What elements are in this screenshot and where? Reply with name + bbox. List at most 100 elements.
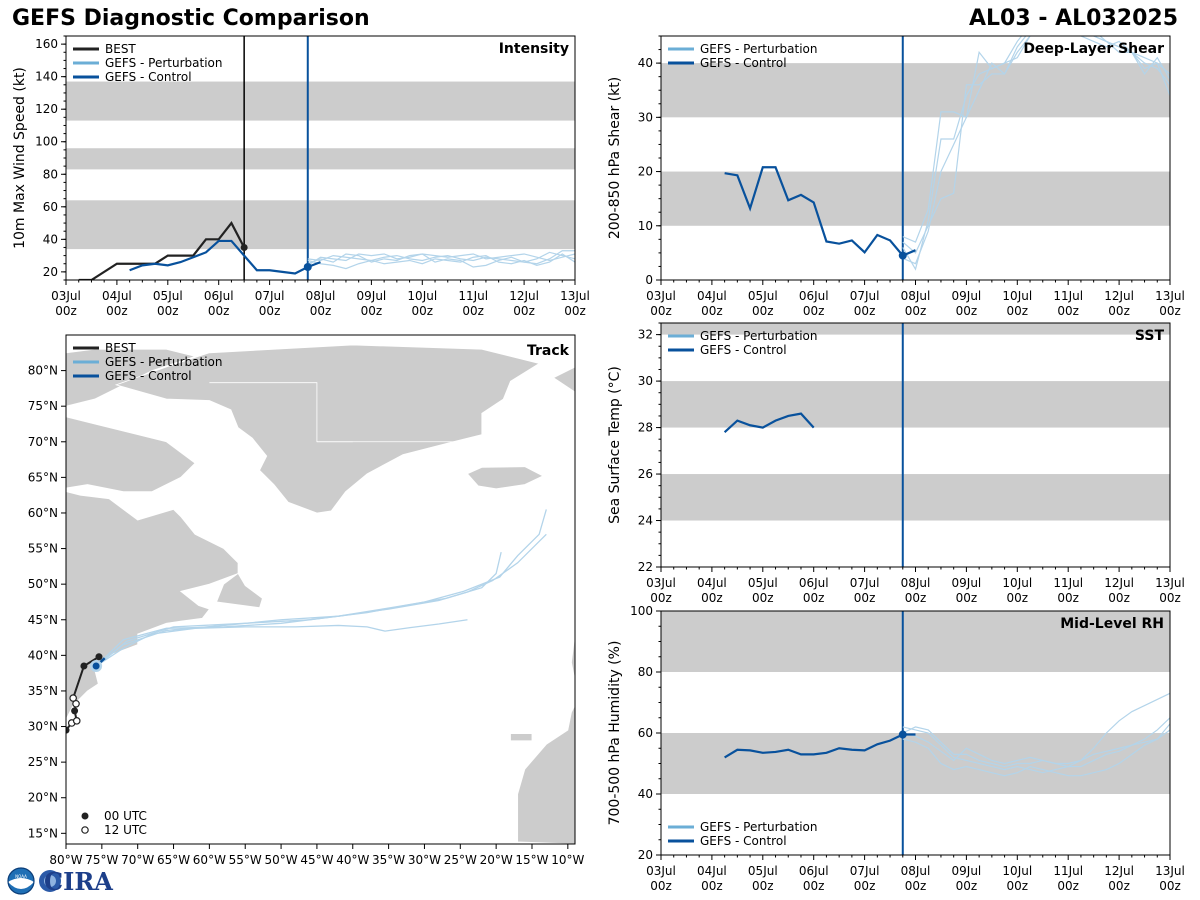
panel-title: SST <box>1135 328 1165 344</box>
y-tick-label: 15°N <box>28 826 58 840</box>
x-tick-label-day: 10Jul <box>1002 289 1032 303</box>
panel-rh: 2040608010003Jul00z04Jul00z05Jul00z06Jul… <box>607 604 1185 893</box>
x-tick-label-day: 05Jul <box>748 864 778 878</box>
x-tick-label-hour: 00z <box>310 304 332 318</box>
x-tick-label-day: 06Jul <box>799 289 829 303</box>
x-tick-label-hour: 00z <box>513 304 535 318</box>
panel-sst: 22242628303203Jul00z04Jul00z05Jul00z06Ju… <box>607 322 1185 605</box>
x-tick-label-hour: 00z <box>956 591 978 605</box>
threshold-band <box>661 171 1170 226</box>
perturbation-series-4 <box>307 253 575 266</box>
perturbation-series-4 <box>902 36 1170 254</box>
x-tick-label-day: 03Jul <box>51 289 81 303</box>
x-tick-label-hour: 00z <box>208 304 230 318</box>
panel-title: Track <box>527 343 570 359</box>
y-tick-label: 80 <box>638 665 653 679</box>
y-tick-label: 60°N <box>28 506 58 520</box>
x-tick-label-hour: 00z <box>1159 304 1181 318</box>
x-tick-label: 40°W <box>336 853 369 867</box>
x-tick-label-hour: 00z <box>803 304 825 318</box>
best-track-00z-point <box>66 726 70 734</box>
plot-area-intensity <box>66 36 575 280</box>
y-tick-label: 30 <box>638 110 653 124</box>
x-tick-label-hour: 00z <box>1108 879 1130 893</box>
y-tick-label: 80 <box>43 167 58 181</box>
x-tick-label-hour: 00z <box>701 304 723 318</box>
x-tick-label-hour: 00z <box>956 879 978 893</box>
x-tick-label-hour: 00z <box>650 879 672 893</box>
y-tick-label: 30°N <box>28 720 58 734</box>
legend-label: GEFS - Control <box>700 56 787 70</box>
y-tick-label: 28 <box>638 421 653 435</box>
x-tick-label: 30°W <box>408 853 441 867</box>
x-tick-label-day: 13Jul <box>1155 864 1185 878</box>
x-tick-label-day: 13Jul <box>1155 289 1185 303</box>
y-tick-label: 60 <box>638 726 653 740</box>
y-tick-label: 40 <box>638 787 653 801</box>
best-track-00z-point <box>71 707 79 715</box>
land-greenland <box>114 344 541 514</box>
logo-group: NOAA CIRA <box>7 867 113 896</box>
panel-track: 80°W 75°W 70°W 65°W 60°W 55°W 50°W 45°W 40°W 35°W… <box>28 334 585 867</box>
y-tick-label: 32 <box>638 328 653 342</box>
plot-area-shear <box>661 36 1170 280</box>
x-tick-label-hour: 00z <box>854 304 876 318</box>
y-tick-label: 26 <box>638 467 653 481</box>
storm-id-label: AL03 - AL032025 <box>969 6 1178 31</box>
y-tick-label: 22 <box>638 560 653 574</box>
plot-area-rh <box>661 611 1170 855</box>
control-series <box>724 733 916 759</box>
x-tick-label-hour: 00z <box>854 879 876 893</box>
x-tick-label-hour: 00z <box>752 304 774 318</box>
y-tick-label: 40 <box>43 232 58 246</box>
x-tick-label-hour: 00z <box>905 304 927 318</box>
x-tick-label-day: 04Jul <box>102 289 132 303</box>
best-series <box>78 221 246 280</box>
x-tick-label-hour: 00z <box>1108 304 1130 318</box>
y-tick-label: 100 <box>35 135 58 149</box>
axes-frame <box>660 322 1171 568</box>
best-track-12z-point <box>72 717 81 725</box>
x-tick-label-day: 08Jul <box>306 289 336 303</box>
threshold-band <box>66 148 575 170</box>
noaa-logo-text: NOAA <box>15 874 27 879</box>
marker-legend-label: 00 UTC <box>104 809 147 823</box>
x-tick-label-day: 11Jul <box>1053 576 1083 590</box>
x-tick-label-hour: 00z <box>905 591 927 605</box>
y-tick-label: 20 <box>638 165 653 179</box>
threshold-band <box>661 611 1170 672</box>
land-north-america <box>66 491 239 844</box>
plot-area-sst <box>661 323 1170 567</box>
land-canary <box>510 733 533 742</box>
best-track-12z-point <box>69 694 77 702</box>
init-position-point <box>92 662 100 670</box>
x-tick-label-hour: 00z <box>462 304 484 318</box>
x-tick-label-day: 09Jul <box>357 289 387 303</box>
best-track-00z-point <box>80 662 88 670</box>
y-tick-label: 50°N <box>28 577 58 591</box>
threshold-band <box>66 81 575 121</box>
y-tick-label: 75°N <box>28 399 58 413</box>
x-tick-label-day: 05Jul <box>748 289 778 303</box>
x-tick-label: 55°W <box>229 853 262 867</box>
control-series <box>723 412 815 434</box>
x-tick-label: 75°W <box>85 853 118 867</box>
x-tick-label-day: 05Jul <box>748 576 778 590</box>
x-tick-label-hour: 00z <box>1057 304 1079 318</box>
x-tick-label-hour: 00z <box>905 879 927 893</box>
x-tick-label: 50°W <box>265 853 298 867</box>
y-tick-label: 10 <box>638 219 653 233</box>
x-tick-label-day: 11Jul <box>458 289 488 303</box>
x-tick-label-hour: 00z <box>701 879 723 893</box>
panel-intensity: 2040608010012014016003Jul00z04Jul00z05Ju… <box>12 35 590 318</box>
x-tick-label-day: 10Jul <box>1002 864 1032 878</box>
x-tick-label-day: 05Jul <box>153 289 183 303</box>
perturbation-series-3 <box>902 36 1170 271</box>
x-tick-label-day: 03Jul <box>646 576 676 590</box>
x-tick-label-day: 06Jul <box>204 289 234 303</box>
x-tick-label: 60°W <box>193 853 226 867</box>
